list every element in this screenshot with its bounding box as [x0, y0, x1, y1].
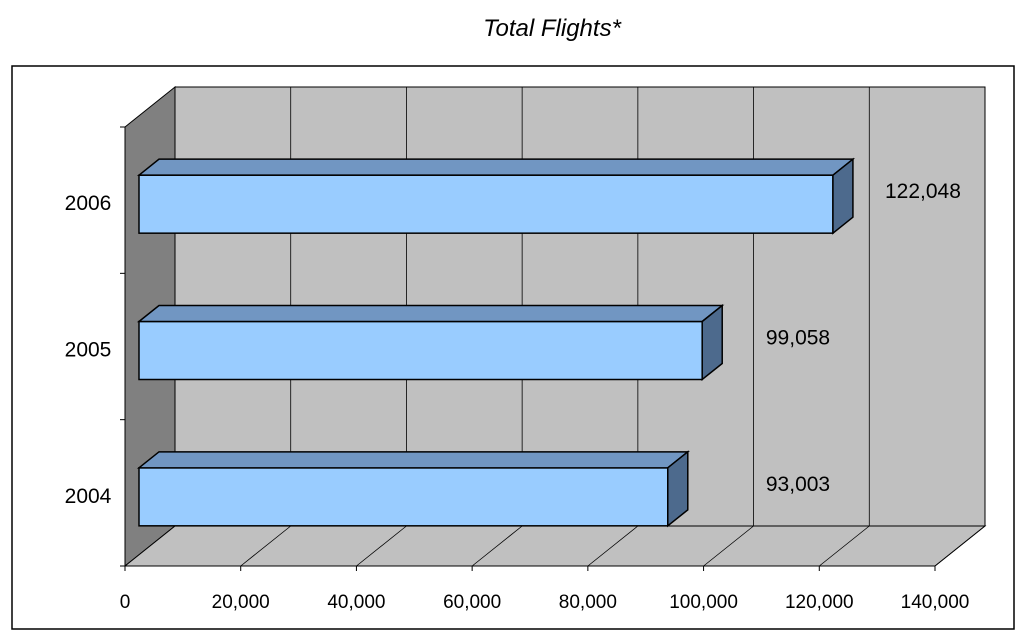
bar-2004 — [138, 467, 669, 527]
x-tick-label: 100,000 — [669, 592, 738, 613]
y-axis-categories: 2004 2005 2006 — [65, 192, 112, 508]
x-tick-label: 120,000 — [785, 592, 854, 613]
data-labels: 93,003 99,058 122,048 — [766, 180, 961, 496]
x-tick-label: 20,000 — [212, 592, 270, 613]
category-label: 2004 — [65, 485, 112, 508]
x-tick-label: 140,000 — [901, 592, 970, 613]
data-label: 122,048 — [885, 180, 961, 203]
x-tick-label: 80,000 — [559, 592, 617, 613]
bar-top-2005 — [136, 304, 725, 323]
gridline-floor — [934, 525, 986, 567]
bars — [136, 157, 856, 528]
data-label: 99,058 — [766, 327, 830, 350]
bar-2006 — [138, 174, 834, 234]
bar-side-2004 — [667, 450, 689, 528]
gridline-floor — [471, 525, 523, 567]
floor — [123, 525, 987, 567]
gridline-floor — [819, 525, 870, 567]
x-tick-label: 40,000 — [327, 592, 385, 613]
bar-top-2004 — [136, 451, 690, 469]
bar-side-2005 — [701, 303, 723, 382]
x-tick-label: 0 — [120, 592, 131, 613]
category-label: 2005 — [65, 339, 112, 362]
gridline-floor — [587, 525, 639, 567]
bar-top-2006 — [136, 158, 856, 176]
chart-title: Total Flights* — [483, 15, 622, 42]
category-label: 2006 — [65, 192, 112, 215]
bar-2005 — [138, 320, 703, 381]
gridline-floor — [703, 525, 754, 567]
gridline-floor — [240, 525, 291, 567]
x-axis-ticks: 0 20,000 40,000 60,000 80,000 100,000 120,000 1… — [120, 126, 970, 613]
x-tick-label: 60,000 — [443, 592, 501, 613]
bar-side-2006 — [832, 157, 854, 235]
gridline-floor — [356, 525, 407, 567]
data-label: 93,003 — [766, 473, 830, 496]
